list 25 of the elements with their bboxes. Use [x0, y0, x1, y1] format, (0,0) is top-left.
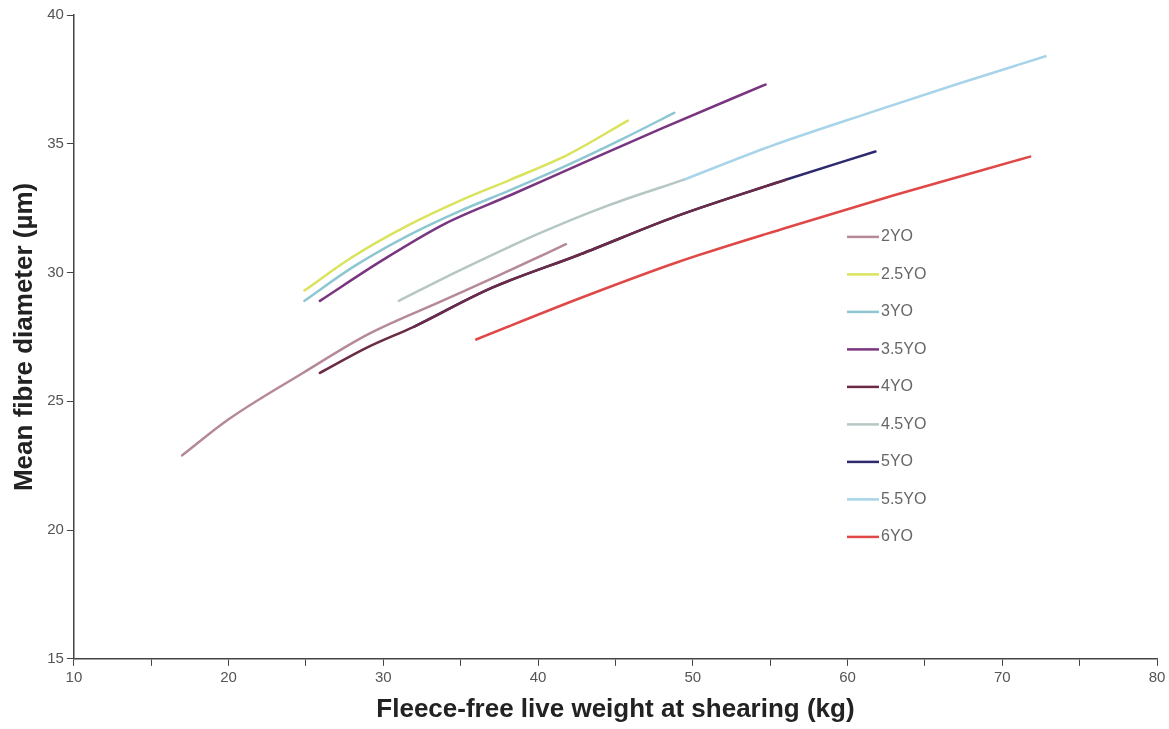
y-axis-title: Mean fibre diameter (µm) — [7, 182, 38, 492]
x-tick-label: 30 — [375, 667, 392, 685]
x-axis-title: Fleece-free live weight at shearing (kg) — [376, 692, 855, 723]
legend-label: 5YO — [881, 452, 914, 470]
legend-label: 3.5YO — [881, 339, 927, 357]
y-tick-label: 15 — [47, 648, 64, 666]
x-tick-label: 20 — [220, 667, 237, 685]
legend-label: 5.5YO — [881, 489, 927, 507]
legend-label: 6YO — [881, 527, 914, 545]
legend-label: 4.5YO — [881, 414, 927, 432]
y-tick-label: 35 — [47, 133, 64, 151]
legend-label: 3YO — [881, 302, 914, 320]
y-tick-label: 30 — [47, 262, 64, 280]
x-tick-label: 50 — [684, 667, 702, 685]
y-tick-label: 40 — [47, 5, 64, 23]
legend-label: 2.5YO — [881, 264, 927, 282]
x-tick-label: 10 — [65, 667, 83, 685]
legend-label: 4YO — [881, 377, 914, 395]
y-tick-label: 25 — [47, 391, 64, 409]
x-tick-label: 40 — [529, 667, 547, 685]
y-tick-label: 20 — [47, 520, 64, 538]
x-tick-label: 80 — [1148, 667, 1166, 685]
legend-label: 2YO — [881, 227, 914, 245]
x-tick-label: 60 — [839, 667, 856, 685]
x-tick-label: 70 — [993, 667, 1011, 685]
